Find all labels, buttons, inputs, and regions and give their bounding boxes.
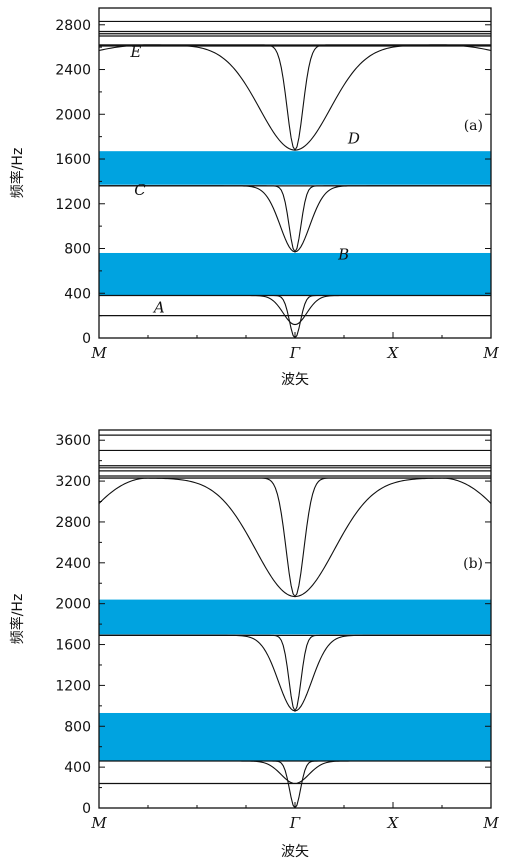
- x-tick-label: X: [387, 814, 400, 832]
- y-tick-label: 1600: [55, 152, 91, 168]
- band-letter: D: [347, 129, 360, 147]
- y-tick-label: 2800: [55, 18, 91, 34]
- dispersion-branch: [99, 44, 491, 151]
- band-gap-2: [99, 151, 491, 185]
- band-gap-1: [99, 712, 491, 762]
- dispersion-branch: [99, 477, 491, 598]
- y-axis-title: 频率/Hz: [9, 594, 26, 645]
- y-tick-label: 800: [64, 719, 91, 735]
- y-tick-label: 0: [82, 331, 91, 347]
- panel-label: (a): [464, 118, 483, 134]
- y-tick-label: 400: [64, 286, 91, 302]
- band-letter: C: [134, 181, 146, 199]
- dispersion-branch: [99, 294, 491, 326]
- dispersion-branch: [99, 185, 491, 253]
- band-letter: E: [129, 43, 141, 61]
- dispersion-branch: [99, 760, 491, 808]
- band-letter: B: [337, 246, 349, 264]
- band-gap-1: [99, 252, 491, 296]
- dispersion-branch: [99, 634, 491, 712]
- plot-area: [99, 20, 491, 338]
- panel-label: (b): [463, 556, 483, 572]
- x-axis-title: 波矢: [281, 844, 309, 860]
- y-tick-label: 1200: [55, 678, 91, 694]
- x-axis-title: 波矢: [281, 372, 309, 388]
- y-tick-label: 3600: [55, 433, 91, 449]
- y-tick-label: 1200: [55, 197, 91, 213]
- band-letter: A: [152, 298, 165, 316]
- chart-panel-b: 0 400 800 1200 1600 2000 2400 2800 3200 3600 M Γ X M 波…: [9, 429, 499, 860]
- y-tick-label: 1600: [55, 638, 91, 654]
- y-tick-label: 2800: [55, 515, 91, 531]
- dispersion-branch: [99, 477, 491, 598]
- y-tick-label: 2000: [55, 107, 91, 123]
- dispersion-branch: [99, 44, 491, 152]
- dispersion-branch: [99, 634, 491, 713]
- y-tick-label: 2400: [55, 556, 91, 572]
- x-tick-label: M: [482, 814, 499, 832]
- band-gap-2: [99, 599, 491, 635]
- x-tick-label: M: [90, 814, 107, 832]
- x-tick-label: Γ: [289, 344, 301, 362]
- x-tick-label: M: [90, 344, 107, 362]
- dispersion-branch: [99, 760, 491, 785]
- y-tick-label: 2400: [55, 63, 91, 79]
- plot-area: [99, 434, 491, 808]
- y-tick-label: 0: [82, 801, 91, 817]
- dispersion-branch: [99, 185, 491, 254]
- y-axis-title: 频率/Hz: [9, 148, 26, 199]
- y-tick-label: 800: [64, 242, 91, 258]
- x-tick-label: Γ: [289, 814, 301, 832]
- y-tick-label: 3200: [55, 474, 91, 490]
- x-tick-label: X: [387, 344, 400, 362]
- chart-panel-a: 0 400 800 1200 1600 2000 2400 2800 M Γ X M 波矢 频率/Hz (a…: [9, 7, 499, 388]
- x-tick-label: M: [482, 344, 499, 362]
- y-tick-label: 2000: [55, 597, 91, 613]
- y-tick-label: 400: [64, 760, 91, 776]
